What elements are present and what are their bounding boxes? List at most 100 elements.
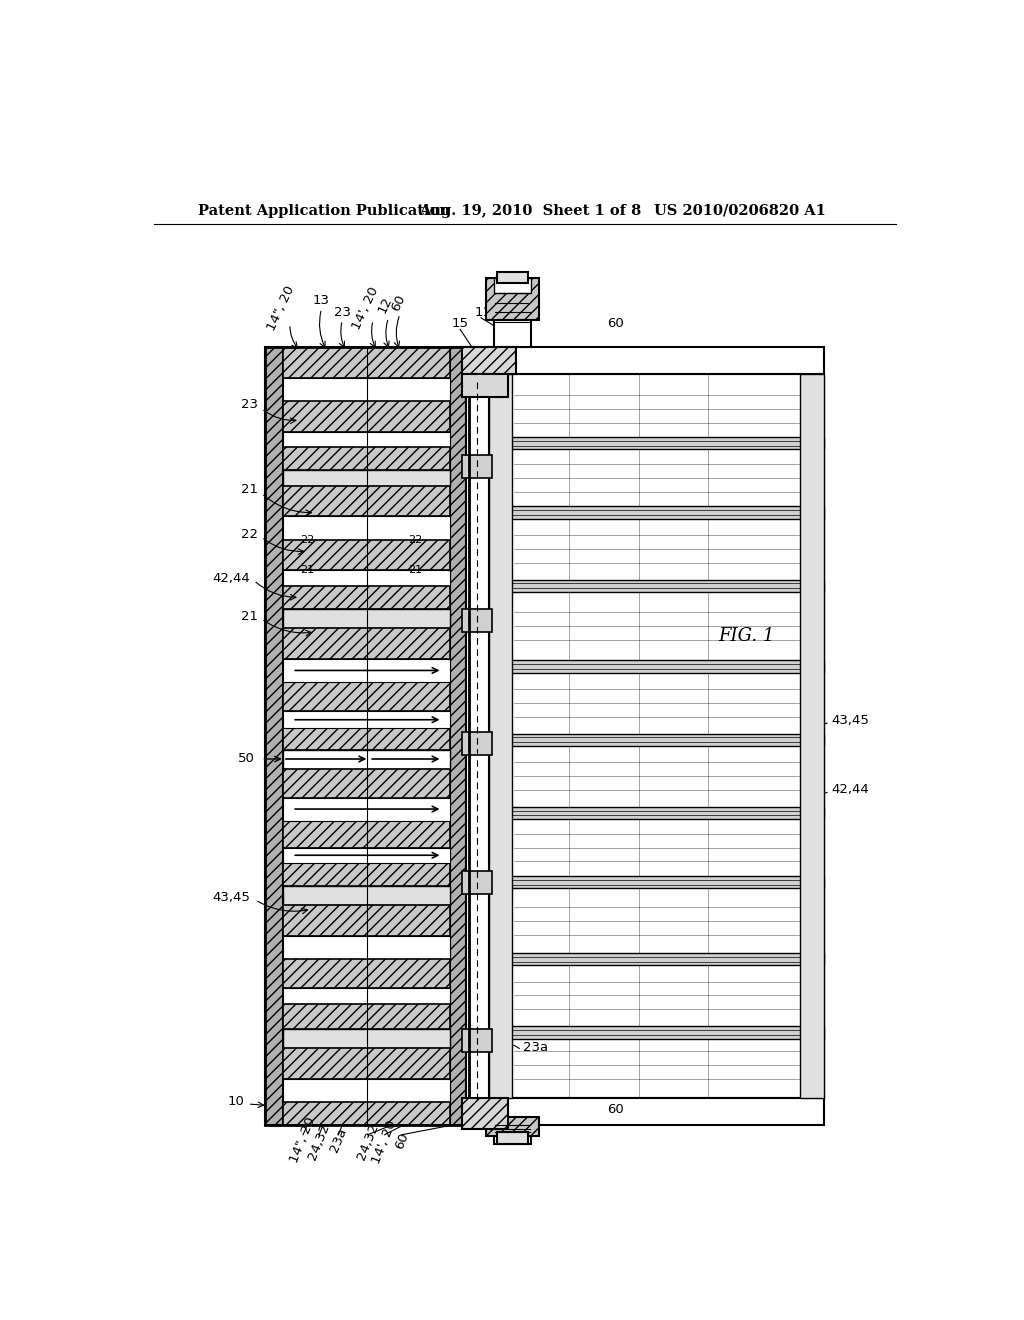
Text: 12: 12: [375, 294, 394, 315]
Bar: [283, 886, 451, 906]
Text: US 2010/0206820 A1: US 2010/0206820 A1: [654, 203, 826, 218]
Bar: [283, 628, 451, 659]
Bar: [462, 609, 493, 632]
Bar: [462, 347, 515, 374]
Bar: [462, 1028, 493, 1052]
Text: 24,32: 24,32: [306, 1122, 333, 1162]
Text: 14", 20: 14", 20: [264, 284, 297, 333]
Text: 41: 41: [289, 714, 303, 725]
Text: 14', 20: 14', 20: [350, 285, 381, 333]
Text: FIG. 1: FIG. 1: [719, 627, 775, 644]
Bar: [494, 281, 531, 347]
Bar: [283, 863, 451, 886]
Bar: [283, 609, 451, 628]
Bar: [497, 272, 528, 284]
Text: 23: 23: [334, 306, 351, 319]
Text: 15: 15: [452, 317, 469, 330]
Bar: [488, 374, 823, 1098]
Text: 24,32: 24,32: [354, 1122, 381, 1162]
Text: 23: 23: [241, 399, 258, 412]
Bar: [488, 953, 823, 965]
Bar: [283, 401, 451, 432]
Text: 40: 40: [428, 850, 441, 861]
Bar: [283, 821, 451, 847]
Bar: [488, 660, 823, 673]
Text: 21: 21: [241, 483, 258, 496]
Text: 16: 16: [466, 417, 483, 430]
Text: 40: 40: [428, 804, 441, 814]
Text: 41: 41: [289, 850, 303, 861]
Text: 21: 21: [241, 610, 258, 623]
Bar: [283, 770, 451, 797]
Bar: [488, 876, 823, 888]
Text: 60: 60: [607, 317, 624, 330]
Bar: [283, 1048, 451, 1078]
Bar: [488, 1098, 823, 1125]
Text: 16: 16: [466, 730, 483, 742]
Text: Patent Application Publication: Patent Application Publication: [199, 203, 451, 218]
Text: 42,44: 42,44: [831, 783, 869, 796]
Bar: [462, 871, 493, 894]
Text: 22: 22: [241, 528, 258, 541]
Bar: [466, 347, 488, 1125]
Text: 22: 22: [300, 535, 314, 545]
Bar: [283, 906, 451, 936]
Bar: [283, 711, 451, 729]
Text: 40: 40: [428, 665, 441, 676]
Text: 11: 11: [475, 306, 492, 319]
Text: 60: 60: [389, 293, 408, 313]
Text: 40: 40: [428, 714, 441, 725]
Bar: [265, 347, 283, 1125]
Text: 41: 41: [289, 804, 303, 814]
Bar: [283, 797, 451, 821]
Bar: [283, 682, 451, 711]
Bar: [497, 1133, 528, 1144]
Text: 60: 60: [607, 1102, 624, 1115]
Bar: [283, 729, 451, 750]
Text: 43,45: 43,45: [831, 714, 869, 727]
Bar: [283, 447, 451, 470]
Bar: [283, 378, 451, 401]
Bar: [486, 1117, 539, 1137]
Bar: [283, 659, 451, 682]
Bar: [283, 1003, 451, 1028]
Text: 14', 20: 14', 20: [370, 1119, 399, 1166]
Text: 22: 22: [409, 535, 423, 545]
Text: 50: 50: [239, 752, 255, 766]
Bar: [283, 570, 451, 586]
Bar: [488, 347, 823, 374]
Text: 23a: 23a: [523, 1041, 549, 1055]
Bar: [488, 579, 823, 591]
Bar: [283, 750, 451, 770]
Text: 43,45: 43,45: [212, 891, 250, 904]
Bar: [494, 277, 531, 293]
Bar: [283, 960, 451, 989]
Bar: [283, 540, 451, 570]
Bar: [462, 455, 493, 478]
Text: 21: 21: [301, 565, 314, 576]
Bar: [462, 374, 508, 397]
Bar: [494, 1125, 531, 1144]
Bar: [466, 1102, 488, 1125]
Bar: [488, 1026, 823, 1039]
Bar: [462, 733, 493, 755]
Bar: [283, 586, 451, 609]
Bar: [451, 347, 469, 1125]
Bar: [265, 347, 469, 1125]
Text: 23a: 23a: [328, 1126, 349, 1154]
Bar: [462, 1098, 508, 1129]
Bar: [283, 470, 451, 486]
Text: 21: 21: [409, 565, 423, 576]
Bar: [488, 734, 823, 746]
Text: 42,44: 42,44: [212, 572, 250, 585]
Text: 14", 20: 14", 20: [288, 1115, 318, 1164]
Bar: [283, 347, 451, 378]
Bar: [283, 989, 451, 1003]
Bar: [488, 437, 823, 449]
Bar: [283, 432, 451, 447]
Bar: [283, 1078, 451, 1102]
Text: 10: 10: [227, 1096, 245, 1109]
Bar: [283, 486, 451, 516]
Text: 41: 41: [289, 665, 303, 676]
Bar: [488, 374, 512, 1098]
